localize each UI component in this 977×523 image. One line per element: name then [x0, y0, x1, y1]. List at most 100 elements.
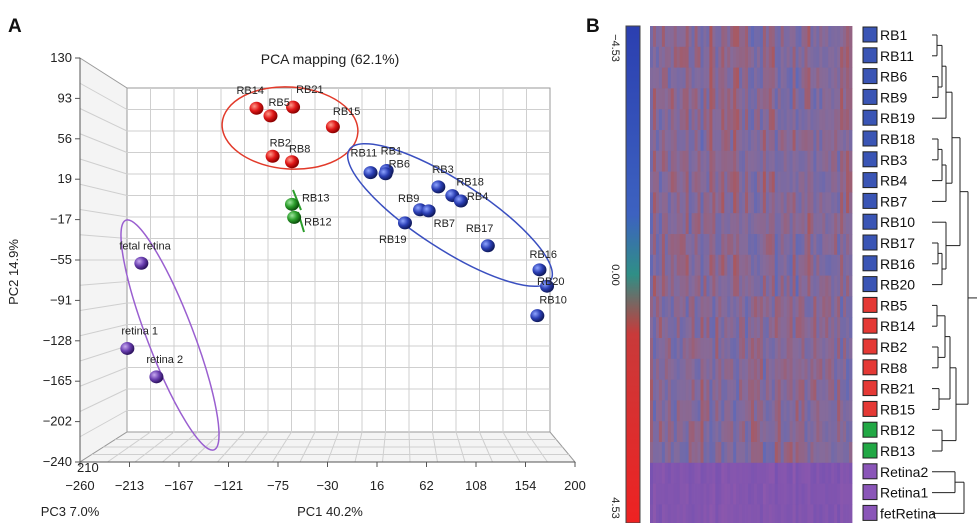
heatmap-cell: [759, 462, 764, 484]
heatmap-cell: [721, 338, 725, 360]
grid-line: [79, 133, 128, 153]
heatmap-cell: [822, 26, 826, 48]
heatmap-cell: [819, 171, 823, 193]
heatmap-cell: [721, 317, 725, 339]
heatmap-cell: [700, 254, 704, 276]
heatmap-cell: [825, 296, 829, 318]
heatmap-cell: [694, 234, 698, 256]
row-group-swatch: [862, 400, 878, 417]
heatmap-cell: [834, 46, 838, 68]
heatmap-cell: [745, 130, 749, 152]
heatmap-cell: [801, 462, 805, 484]
heatmap-cell: [792, 213, 796, 235]
heatmap-cell: [771, 109, 776, 131]
heatmap-cell: [727, 338, 731, 360]
heatmap-cell: [807, 171, 811, 193]
heatmap-cell: [679, 483, 684, 505]
heatmap-cell: [789, 130, 793, 152]
heatmap-cell: [670, 275, 675, 297]
heatmap-cell: [807, 358, 811, 380]
heatmap-cell: [813, 317, 817, 339]
heatmap-cell: [753, 483, 758, 505]
heatmap-cell: [745, 338, 749, 360]
heatmap-cell: [685, 109, 690, 131]
y-tick-label: 130: [50, 50, 72, 65]
heatmap-cell: [667, 109, 672, 131]
heatmap-cell: [652, 275, 657, 297]
heatmap-cell: [658, 88, 663, 110]
heatmap-cell: [739, 67, 743, 89]
heatmap-cell: [834, 504, 838, 523]
heatmap-cell: [664, 421, 669, 443]
heatmap-cell: [786, 296, 791, 318]
heatmap-cell: [822, 338, 826, 360]
heatmap-cell: [792, 358, 796, 380]
heatmap-cell: [655, 150, 660, 172]
heatmap-cell: [736, 296, 740, 318]
heatmap-cell: [712, 296, 716, 318]
heatmap-cell: [712, 150, 716, 172]
heatmap-cell: [828, 421, 832, 443]
heatmap-cell: [700, 192, 704, 214]
heatmap-cell: [774, 67, 779, 89]
heatmap-cell: [745, 379, 749, 401]
heatmap-cell: [697, 358, 701, 380]
heatmap-cell: [810, 296, 814, 318]
heatmap-cell: [685, 462, 690, 484]
heatmap-cell: [834, 234, 838, 256]
heatmap-cell: [759, 130, 764, 152]
heatmap-cell: [670, 88, 675, 110]
heatmap-cell: [709, 421, 713, 443]
heatmap-cell: [703, 442, 707, 464]
heatmap-cell: [661, 358, 666, 380]
heatmap-cell: [762, 504, 767, 523]
heatmap-cell: [777, 504, 782, 523]
heatmap-cell: [670, 400, 675, 422]
heatmap-cell: [712, 442, 716, 464]
heatmap-cell: [810, 338, 814, 360]
heatmap-cell: [661, 400, 666, 422]
heatmap-cell: [664, 379, 669, 401]
heatmap-cell: [816, 483, 820, 505]
heatmap-cell: [846, 67, 850, 89]
heatmap-cell: [652, 358, 657, 380]
x-tick-label: −260: [65, 478, 94, 493]
heatmap-cell: [813, 275, 817, 297]
heatmap-cell: [774, 254, 779, 276]
heatmap-cell: [715, 442, 719, 464]
heatmap-cell: [756, 379, 761, 401]
heatmap-cell: [721, 421, 725, 443]
heatmap-cell: [688, 296, 692, 318]
heatmap-cell: [682, 67, 687, 89]
heatmap-cell: [697, 109, 701, 131]
heatmap-cell: [682, 88, 687, 110]
heatmap-cell: [673, 109, 678, 131]
heatmap-cell: [655, 234, 660, 256]
heatmap-cell: [667, 150, 672, 172]
heatmap-cell: [831, 46, 835, 68]
heatmap-cell: [762, 462, 767, 484]
heatmap-cell: [819, 130, 823, 152]
heatmap-cell: [837, 504, 841, 523]
heatmap-cell: [664, 130, 669, 152]
heatmap-cell: [691, 171, 695, 193]
heatmap-cell: [658, 275, 663, 297]
heatmap-row-label: RB12: [880, 422, 915, 438]
heatmap-cell: [739, 379, 743, 401]
heatmap-cell: [774, 171, 779, 193]
heatmap-cell: [730, 254, 734, 276]
data-point: [286, 100, 301, 114]
heatmap-cell: [768, 275, 773, 297]
data-point: [540, 279, 555, 293]
heatmap-cell: [798, 46, 802, 68]
heatmap-cell: [840, 130, 844, 152]
y-tick-label: 19: [58, 171, 72, 186]
heatmap-cell: [733, 379, 737, 401]
heatmap-cell: [679, 46, 684, 68]
heatmap-cell: [688, 358, 692, 380]
heatmap-cell: [682, 296, 687, 318]
heatmap-row-label: RB17: [880, 235, 915, 251]
heatmap-cell: [679, 358, 684, 380]
heatmap-cell: [751, 442, 755, 464]
heatmap-cell: [745, 109, 749, 131]
